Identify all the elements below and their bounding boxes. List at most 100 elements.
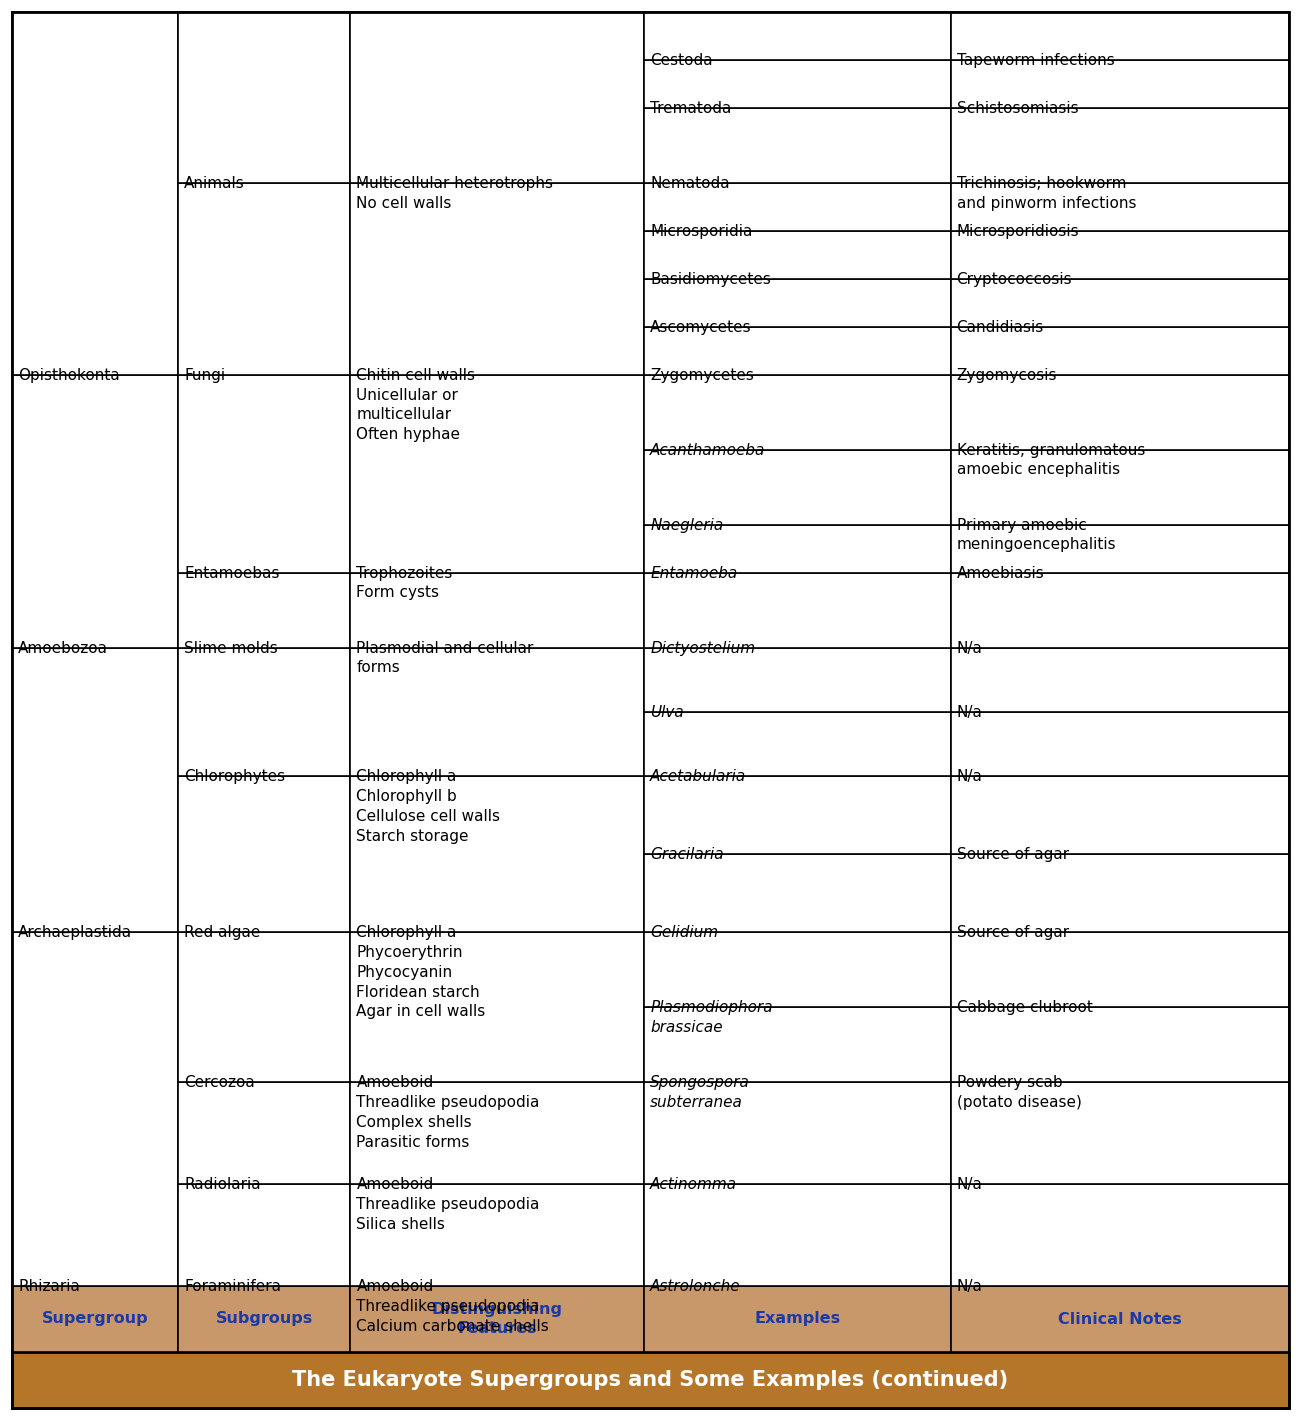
Text: Subgroups: Subgroups <box>216 1312 312 1326</box>
Text: Microsporidiosis: Microsporidiosis <box>956 224 1080 239</box>
Bar <box>951 183 1289 231</box>
Text: Source of agar: Source of agar <box>956 926 1068 940</box>
Text: N/a: N/a <box>956 770 982 784</box>
Text: Zygomycosis: Zygomycosis <box>956 368 1058 383</box>
Text: Archaeplastida: Archaeplastida <box>18 926 133 940</box>
Text: Chlorophyll a
Chlorophyll b
Cellulose cell walls
Starch storage: Chlorophyll a Chlorophyll b Cellulose ce… <box>356 770 501 843</box>
Text: Trematoda: Trematoda <box>650 101 731 116</box>
Bar <box>951 450 1289 524</box>
Bar <box>951 1007 1289 1082</box>
Bar <box>951 711 1289 777</box>
Text: Amoebozoa: Amoebozoa <box>18 640 108 656</box>
Bar <box>12 1352 1289 1409</box>
Text: Radiolaria: Radiolaria <box>183 1177 260 1191</box>
Text: Spongospora
subterranea: Spongospora subterranea <box>650 1075 749 1110</box>
Bar <box>951 11 1289 60</box>
Bar <box>644 183 951 231</box>
Bar <box>644 933 951 1007</box>
Bar <box>644 60 951 108</box>
Text: Chlorophytes: Chlorophytes <box>183 770 285 784</box>
Text: Microsporidia: Microsporidia <box>650 224 752 239</box>
Text: Zygomycetes: Zygomycetes <box>650 368 755 383</box>
Text: Amoeboid
Threadlike pseudopodia
Complex shells
Parasitic forms: Amoeboid Threadlike pseudopodia Complex … <box>356 1075 540 1150</box>
Bar <box>12 1287 178 1352</box>
Text: Gracilaria: Gracilaria <box>650 848 723 862</box>
Bar <box>951 572 1289 648</box>
Bar <box>951 1184 1289 1287</box>
Text: Naegleria: Naegleria <box>650 518 723 532</box>
Text: Tapeworm infections: Tapeworm infections <box>956 53 1115 68</box>
Text: Cercozoa: Cercozoa <box>183 1075 255 1091</box>
Text: Basidiomycetes: Basidiomycetes <box>650 271 771 287</box>
Text: Red algae: Red algae <box>183 926 260 940</box>
Bar <box>12 933 178 1287</box>
Bar <box>644 711 951 777</box>
Bar <box>178 777 350 933</box>
Bar <box>644 231 951 278</box>
Bar <box>951 1082 1289 1184</box>
Text: Entamoeba: Entamoeba <box>650 565 738 581</box>
Text: Multicellular heterotrophs
No cell walls: Multicellular heterotrophs No cell walls <box>356 176 553 210</box>
Bar <box>178 572 350 648</box>
Text: Foraminifera: Foraminifera <box>183 1279 281 1294</box>
Text: Source of agar: Source of agar <box>956 848 1068 862</box>
Bar <box>644 1184 951 1287</box>
Bar <box>350 572 644 648</box>
Text: Ulva: Ulva <box>650 704 684 720</box>
Text: Amoeboid
Threadlike pseudopodia
Silica shells: Amoeboid Threadlike pseudopodia Silica s… <box>356 1177 540 1231</box>
Bar <box>951 231 1289 278</box>
Bar <box>644 572 951 648</box>
Bar <box>12 648 178 933</box>
Text: Powdery scab
(potato disease): Powdery scab (potato disease) <box>956 1075 1081 1110</box>
Bar <box>178 933 350 1082</box>
Text: Slime molds: Slime molds <box>183 640 277 656</box>
Bar <box>951 648 1289 711</box>
Text: Cestoda: Cestoda <box>650 53 713 68</box>
Text: Opisthokonta: Opisthokonta <box>18 368 120 383</box>
Text: The Eukaryote Supergroups and Some Examples (continued): The Eukaryote Supergroups and Some Examp… <box>293 1370 1008 1390</box>
Text: Chlorophyll a
Phycoerythrin
Phycocyanin
Floridean starch
Agar in cell walls: Chlorophyll a Phycoerythrin Phycocyanin … <box>356 926 485 1020</box>
Bar <box>644 777 951 855</box>
Bar <box>12 375 178 648</box>
Text: Amoebiasis: Amoebiasis <box>956 565 1045 581</box>
Text: N/a: N/a <box>956 704 982 720</box>
Bar <box>951 1287 1289 1352</box>
Bar <box>350 183 644 375</box>
Bar <box>644 375 951 450</box>
Bar <box>350 1082 644 1184</box>
Text: Animals: Animals <box>183 176 245 190</box>
Text: Actinomma: Actinomma <box>650 1177 738 1191</box>
Bar <box>178 375 350 572</box>
Bar <box>644 855 951 933</box>
Text: Ascomycetes: Ascomycetes <box>650 320 752 335</box>
Bar <box>951 524 1289 572</box>
Bar <box>178 1082 350 1184</box>
Bar <box>951 108 1289 183</box>
Text: Supergroup: Supergroup <box>42 1312 148 1326</box>
Text: Trophozoites
Form cysts: Trophozoites Form cysts <box>356 565 453 601</box>
Bar <box>350 1184 644 1287</box>
Bar <box>644 450 951 524</box>
Text: Gelidium: Gelidium <box>650 926 718 940</box>
Text: Candidiasis: Candidiasis <box>956 320 1043 335</box>
Bar <box>350 375 644 572</box>
Bar <box>350 11 644 183</box>
Bar <box>178 648 350 777</box>
Bar <box>644 1287 951 1352</box>
Bar <box>644 11 951 60</box>
Text: Schistosomiasis: Schistosomiasis <box>956 101 1079 116</box>
Text: Trichinosis; hookworm
and pinworm infections: Trichinosis; hookworm and pinworm infect… <box>956 176 1136 210</box>
Text: N/a: N/a <box>956 1279 982 1294</box>
Text: Chitin cell walls
Unicellular or
multicellular
Often hyphae: Chitin cell walls Unicellular or multice… <box>356 368 475 442</box>
Bar <box>644 108 951 183</box>
Bar <box>951 327 1289 375</box>
Bar <box>178 183 350 375</box>
Text: Nematoda: Nematoda <box>650 176 730 190</box>
Bar <box>644 278 951 327</box>
Bar <box>178 1184 350 1287</box>
Text: Acanthamoeba: Acanthamoeba <box>650 443 765 457</box>
Bar <box>12 11 178 375</box>
Bar <box>178 1287 350 1352</box>
Text: Keratitis, granulomatous
amoebic encephalitis: Keratitis, granulomatous amoebic encepha… <box>956 443 1145 477</box>
Bar <box>951 777 1289 855</box>
